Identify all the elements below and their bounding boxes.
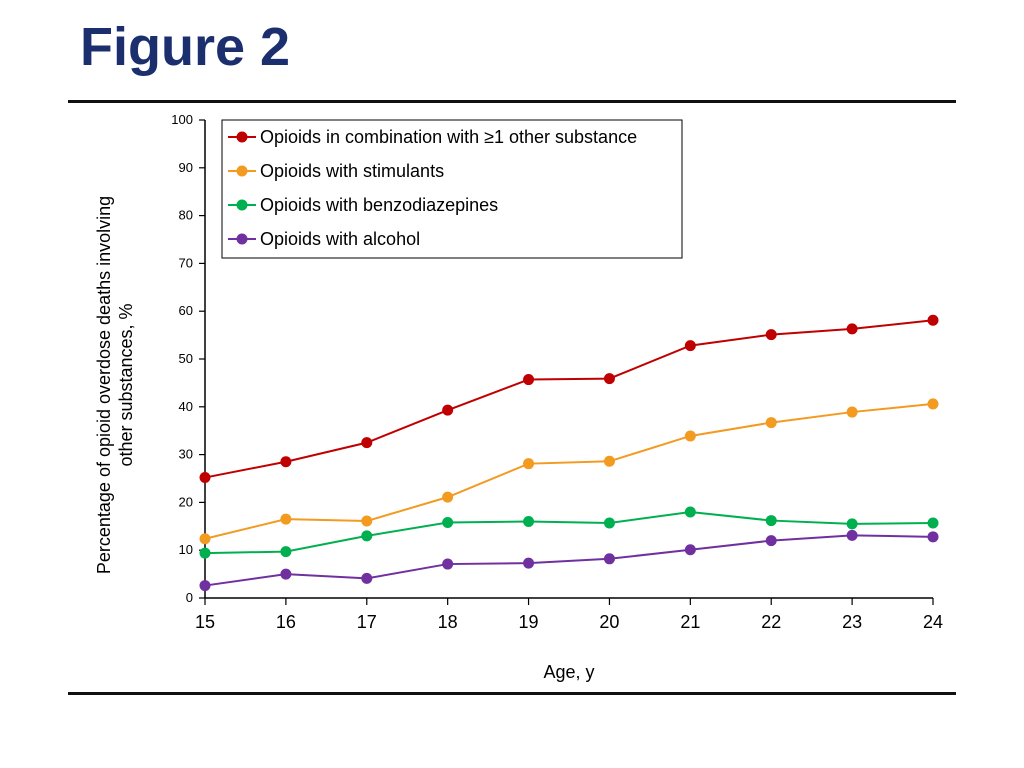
data-point — [846, 406, 858, 418]
data-point — [523, 374, 535, 386]
slide-title: Figure 2 — [80, 17, 291, 77]
y-tick-label: 70 — [179, 255, 193, 270]
data-point — [846, 518, 858, 530]
y-tick-label: 0 — [186, 590, 193, 605]
data-point — [199, 547, 211, 559]
data-point — [442, 558, 454, 570]
x-tick-label: 23 — [842, 612, 862, 632]
data-point — [361, 515, 373, 527]
x-tick-label: 22 — [761, 612, 781, 632]
x-tick-label: 19 — [519, 612, 539, 632]
legend-label: Opioids in combination with ≥1 other sub… — [260, 127, 637, 147]
data-point — [280, 513, 292, 525]
y-axis-label: Percentage of opioid overdose deaths inv… — [94, 196, 136, 574]
series-line — [204, 534, 934, 587]
y-tick-label: 30 — [179, 447, 193, 462]
data-point — [927, 398, 939, 410]
data-point — [603, 455, 615, 467]
x-tick-label: 24 — [923, 612, 943, 632]
legend-label: Opioids with benzodiazepines — [260, 195, 498, 215]
top-divider — [68, 100, 956, 103]
data-point — [603, 373, 615, 385]
y-tick-label: 90 — [179, 160, 193, 175]
legend-swatch-marker — [236, 165, 248, 177]
series-line — [204, 510, 934, 555]
data-point — [199, 533, 211, 545]
data-point — [280, 546, 292, 558]
data-point — [361, 572, 373, 584]
y-tick-label: 20 — [179, 494, 193, 509]
x-tick-label: 16 — [276, 612, 296, 632]
legend-box — [221, 119, 683, 259]
data-point — [603, 553, 615, 565]
y-tick-label: 60 — [179, 303, 193, 318]
data-point — [765, 535, 777, 547]
legend-swatch-marker — [236, 233, 248, 245]
y-tick-label: 40 — [179, 399, 193, 414]
data-point — [684, 340, 696, 352]
x-tick-label: 15 — [195, 612, 215, 632]
y-axis-label-line: other substances, % — [116, 303, 136, 466]
bottom-divider — [68, 692, 956, 695]
x-axis-label: Age, y — [543, 662, 594, 682]
data-point — [199, 472, 211, 484]
data-point — [684, 544, 696, 556]
data-point — [280, 568, 292, 580]
y-axis-label-line: Percentage of opioid overdose deaths inv… — [94, 196, 114, 574]
series-line — [204, 402, 934, 540]
y-tick-label: 100 — [171, 112, 193, 127]
x-tick-label: 20 — [599, 612, 619, 632]
legend-swatch-marker — [236, 131, 248, 143]
chart-series — [199, 314, 939, 592]
x-tick-label: 17 — [357, 612, 377, 632]
data-point — [684, 506, 696, 518]
data-point — [523, 557, 535, 569]
data-point — [603, 517, 615, 529]
data-point — [199, 580, 211, 592]
data-point — [442, 404, 454, 416]
data-point — [280, 456, 292, 468]
data-point — [523, 458, 535, 470]
legend-swatch-marker — [236, 199, 248, 211]
y-tick-label: 10 — [179, 542, 193, 557]
y-tick-label: 80 — [179, 208, 193, 223]
legend-label: Opioids with alcohol — [260, 229, 420, 249]
data-point — [684, 430, 696, 442]
data-point — [765, 515, 777, 527]
series-line — [204, 319, 934, 479]
data-point — [765, 417, 777, 429]
x-tick-label: 21 — [680, 612, 700, 632]
chart-legend: Opioids in combination with ≥1 other sub… — [221, 119, 683, 259]
data-point — [361, 530, 373, 542]
data-point — [846, 529, 858, 541]
data-point — [927, 517, 939, 529]
data-point — [361, 437, 373, 449]
chart-axes: 0 10 20 30 40 50 60 70 80 90 100 15 16 17 18 19 20 21 22 23… — [171, 112, 943, 632]
data-point — [765, 329, 777, 341]
data-point — [523, 516, 535, 528]
data-point — [927, 531, 939, 543]
y-tick-label: 50 — [179, 351, 193, 366]
x-tick-label: 18 — [438, 612, 458, 632]
data-point — [442, 516, 454, 528]
data-point — [846, 323, 858, 335]
data-point — [927, 314, 939, 326]
legend-label: Opioids with stimulants — [260, 161, 444, 181]
data-point — [442, 491, 454, 503]
